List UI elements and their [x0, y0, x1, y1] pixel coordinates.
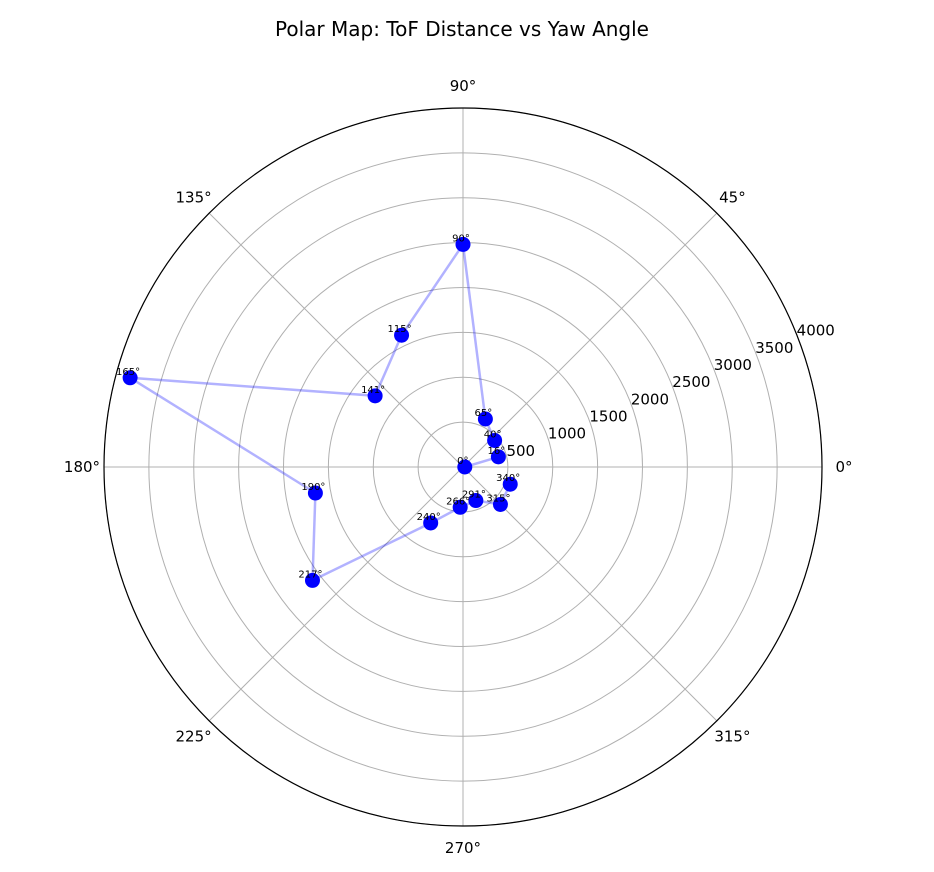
angle-tick-label: 315°: [714, 727, 750, 745]
chart-title: Polar Map: ToF Distance vs Yaw Angle: [275, 17, 649, 41]
radial-tick-label: 2000: [631, 390, 669, 408]
data-point-65: [477, 411, 493, 427]
data-point-291: [468, 493, 484, 509]
data-point-label: 340°: [496, 473, 520, 484]
data-point-115: [394, 327, 410, 343]
grid-spoke-135: [208, 212, 464, 468]
radial-tick-label: 1000: [548, 425, 586, 443]
data-point-40: [487, 432, 503, 448]
radial-tick-label: 3500: [755, 339, 793, 357]
data-point-label: 240°: [417, 512, 441, 523]
data-point-label: 315°: [486, 493, 510, 504]
radial-tick-label: 4000: [797, 322, 835, 340]
data-point-315: [492, 496, 508, 512]
data-point-165: [122, 370, 138, 386]
data-point-label: 190°: [301, 482, 325, 493]
data-point-label: 90°: [452, 233, 470, 244]
data-point-label: 115°: [388, 324, 412, 335]
radial-tick-label: 3000: [714, 356, 752, 374]
data-point-16: [490, 449, 506, 465]
data-point-217: [304, 572, 320, 588]
data-point-label: 266°: [446, 496, 470, 507]
data-point-340: [502, 476, 518, 492]
series-line: [129, 240, 512, 583]
radial-tick-label: 500: [506, 442, 535, 460]
angle-tick-label: 225°: [176, 727, 212, 745]
data-point-labels: 0° 16° 40° 65° 90° 115° 141° 165° 190° 217° 240° 26…: [116, 233, 520, 580]
data-point-240: [423, 515, 439, 531]
data-point-141: [367, 388, 383, 404]
angle-tick-label: 135°: [176, 189, 212, 207]
grid-spoke-45: [462, 212, 718, 468]
data-point-label: 0°: [457, 456, 468, 467]
angle-tick-label: 0°: [835, 458, 852, 476]
radial-tick-label: 1500: [589, 407, 627, 425]
data-point-266: [452, 499, 468, 515]
angle-tick-label: 180°: [64, 458, 100, 476]
radial-tick-label: 2500: [672, 373, 710, 391]
data-point-label: 217°: [298, 569, 322, 580]
data-point-90: [455, 236, 471, 252]
data-point-label: 165°: [116, 367, 140, 378]
data-point-label: 291°: [462, 490, 486, 501]
data-point-label: 40°: [484, 429, 502, 440]
data-point-label: 141°: [361, 385, 385, 396]
data-point-label: 65°: [475, 408, 493, 419]
data-point-190: [307, 485, 323, 501]
data-point-0: [457, 459, 473, 475]
polar-frame: [103, 107, 823, 827]
angle-tick-labels: 0° 45° 90° 135° 180° 225° 270° 315°: [64, 77, 853, 857]
data-point-label: 16°: [488, 446, 506, 457]
angle-tick-label: 270°: [445, 839, 481, 857]
angle-tick-label: 45°: [719, 189, 746, 207]
data-points: [122, 236, 518, 588]
angle-tick-label: 90°: [450, 77, 477, 95]
grid-spoke-225: [208, 466, 464, 722]
